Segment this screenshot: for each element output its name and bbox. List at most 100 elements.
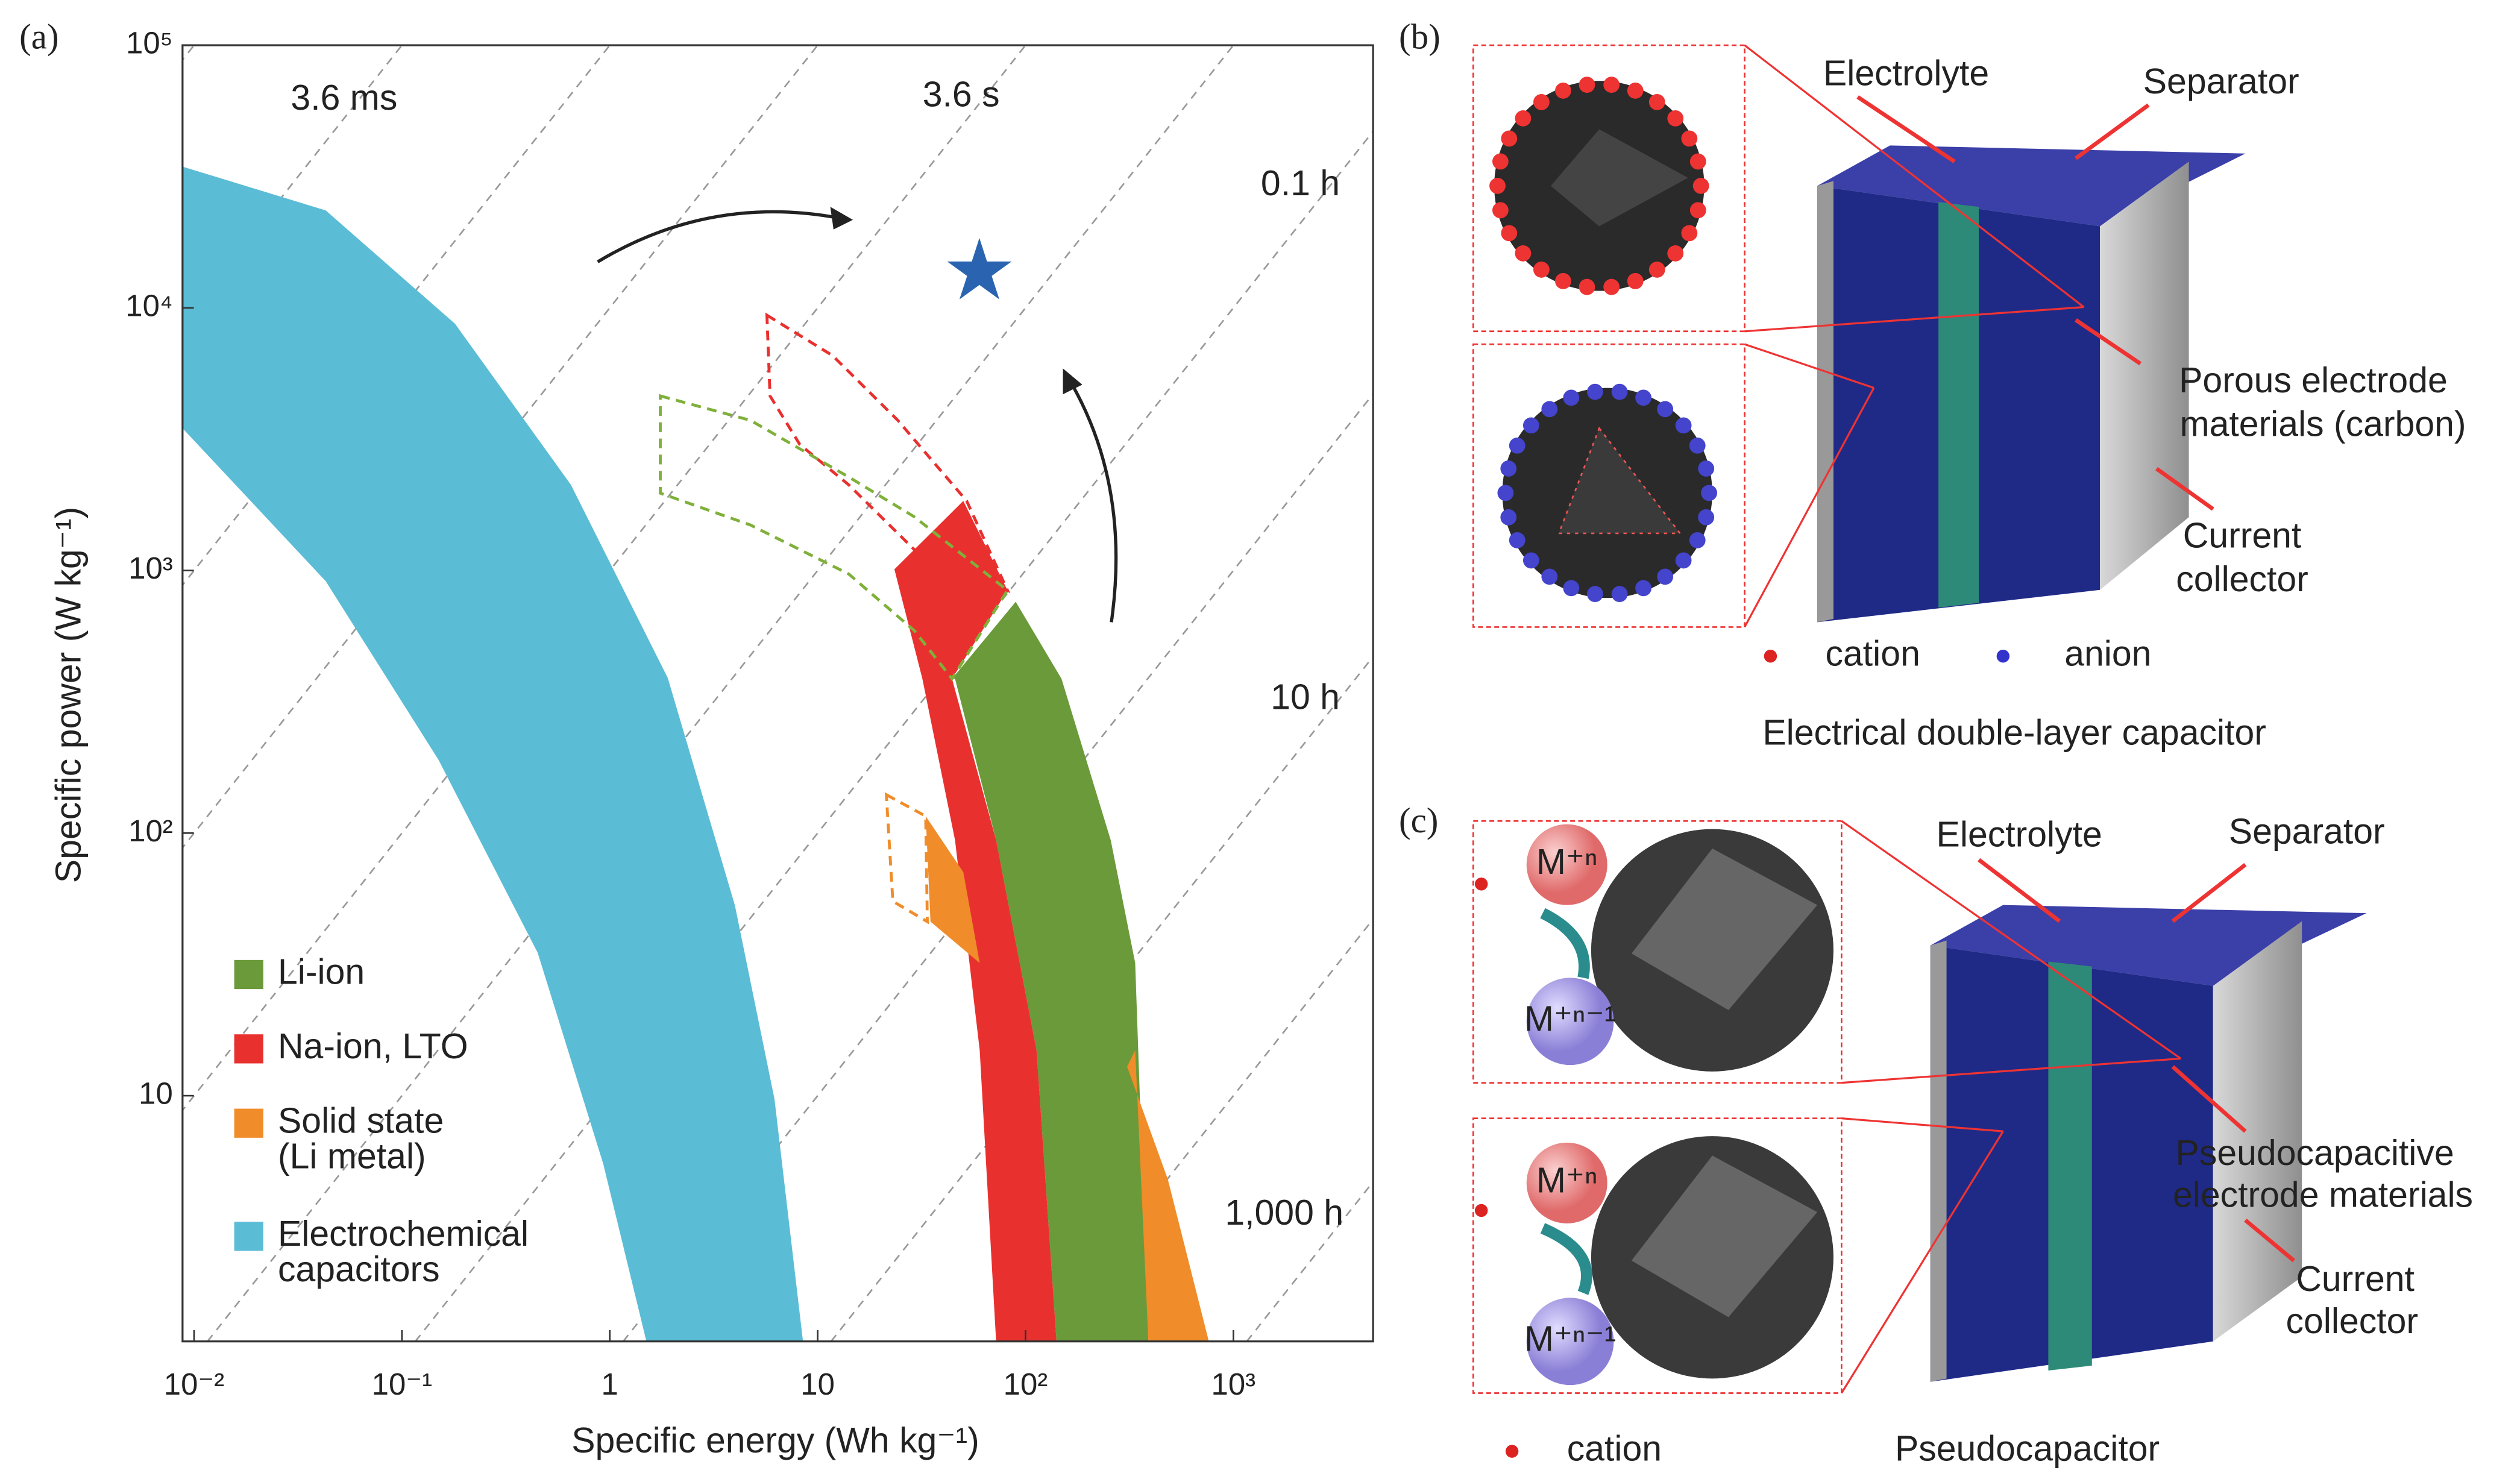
ion	[1492, 202, 1509, 219]
ion	[1635, 580, 1652, 597]
ion	[1500, 509, 1517, 526]
zoom-box	[1472, 343, 1745, 628]
plot-area	[182, 45, 1374, 1342]
x-tick-label: 10³	[1211, 1367, 1256, 1401]
particle-cut	[1631, 1155, 1818, 1317]
legend-swatch	[234, 1034, 263, 1064]
panel-label: (b)	[1399, 17, 1441, 57]
time-label: 1,000 h	[1225, 1193, 1343, 1232]
cation-dot	[1505, 1445, 1519, 1458]
ion	[1579, 278, 1595, 295]
caption: Pseudocapacitor	[1895, 1430, 2160, 1469]
cation-dot	[1474, 1204, 1488, 1217]
time-line	[182, 45, 195, 61]
panel-b: (b) Electrolyte Separator Porous electro…	[1399, 17, 2466, 753]
cation-dot	[1764, 649, 1777, 663]
legend-label: (Li metal)	[278, 1137, 426, 1176]
region-outline	[765, 312, 1011, 594]
ion	[1675, 417, 1692, 434]
arrow-head	[1063, 368, 1082, 395]
connectors	[1744, 44, 2085, 628]
ion	[1698, 460, 1715, 477]
arrow-head	[830, 207, 853, 230]
label: Separator	[2143, 62, 2299, 101]
legend-swatch	[234, 1108, 263, 1138]
label: Separator	[2229, 812, 2385, 851]
ion	[1541, 568, 1558, 585]
ion	[1522, 417, 1539, 434]
label: Porous electrode	[2179, 361, 2448, 400]
current-collector	[2100, 162, 2189, 590]
region-outline	[884, 792, 929, 925]
x-tick-label: 10²	[1004, 1367, 1048, 1401]
legend-swatch	[234, 1222, 263, 1251]
ion	[1701, 485, 1717, 501]
ion	[1586, 383, 1603, 400]
ion	[1648, 262, 1665, 278]
ion	[1533, 93, 1550, 110]
y-tick-label: 10	[139, 1076, 173, 1110]
label: Pseudocapacitive	[2176, 1134, 2454, 1173]
target-star	[947, 237, 1012, 300]
region	[182, 166, 803, 1342]
ion	[1689, 202, 1706, 219]
time-label: 3.6 ms	[291, 78, 397, 118]
ion-sphere	[1526, 824, 1607, 905]
ion	[1689, 153, 1706, 170]
pointers	[1978, 858, 2295, 1263]
region	[952, 601, 1149, 1342]
particle-cut	[1557, 426, 1682, 535]
label: materials (carbon)	[2179, 405, 2466, 444]
ion	[1681, 225, 1698, 242]
panel-label: (c)	[1399, 800, 1438, 840]
x-tick-label: 10⁻¹	[372, 1367, 432, 1401]
arrow	[1067, 378, 1118, 623]
region	[894, 501, 1057, 1342]
arrow	[597, 210, 841, 263]
label: collector	[2286, 1302, 2419, 1341]
x-axis-label: Specific energy (Wh kg⁻¹)	[571, 1421, 979, 1460]
label: collector	[2176, 560, 2308, 599]
ion	[1692, 177, 1709, 194]
label: Current	[2296, 1260, 2415, 1299]
ion	[1689, 532, 1706, 548]
ion-sphere	[1526, 1142, 1607, 1223]
legend-label: cation	[1826, 634, 1920, 673]
legend-label: Na-ion, LTO	[278, 1027, 468, 1066]
ion	[1627, 272, 1644, 289]
ion	[1533, 262, 1550, 278]
anion-dot	[1996, 649, 2010, 663]
ion	[1579, 77, 1595, 93]
ion	[1667, 245, 1684, 262]
legend-label: Li-ion	[278, 953, 365, 992]
ion	[1492, 153, 1509, 170]
ion	[1698, 509, 1715, 526]
ion	[1515, 110, 1532, 127]
caption: Electrical double-layer capacitor	[1762, 714, 2266, 753]
ion	[1522, 552, 1539, 569]
ion	[1509, 437, 1526, 454]
ion	[1657, 568, 1674, 585]
ion	[1563, 580, 1580, 597]
pointers	[1856, 95, 2214, 511]
x-tick-label: 10	[800, 1367, 835, 1401]
ion	[1648, 93, 1665, 110]
particle-cut	[1550, 129, 1688, 227]
time-label: 0.1 h	[1261, 164, 1340, 203]
current-collector	[1817, 181, 1833, 623]
current-collector	[1930, 940, 1947, 1382]
cation-dot	[1474, 878, 1488, 891]
ion	[1497, 485, 1514, 501]
y-tick-label: 10²	[128, 814, 173, 848]
x-tick-label: 1	[602, 1367, 618, 1401]
ion-label: M⁺ⁿ⁻¹	[1524, 999, 1616, 1038]
panel-label: (a)	[19, 17, 58, 57]
redox-arrow	[1540, 908, 1592, 1295]
ion	[1667, 110, 1684, 127]
label: Electrolyte	[1823, 54, 1989, 93]
ion	[1555, 83, 1571, 99]
y-axis-label: Specific power (W kg⁻¹)	[49, 507, 89, 883]
current-collector	[2213, 921, 2302, 1342]
ion	[1563, 389, 1580, 406]
